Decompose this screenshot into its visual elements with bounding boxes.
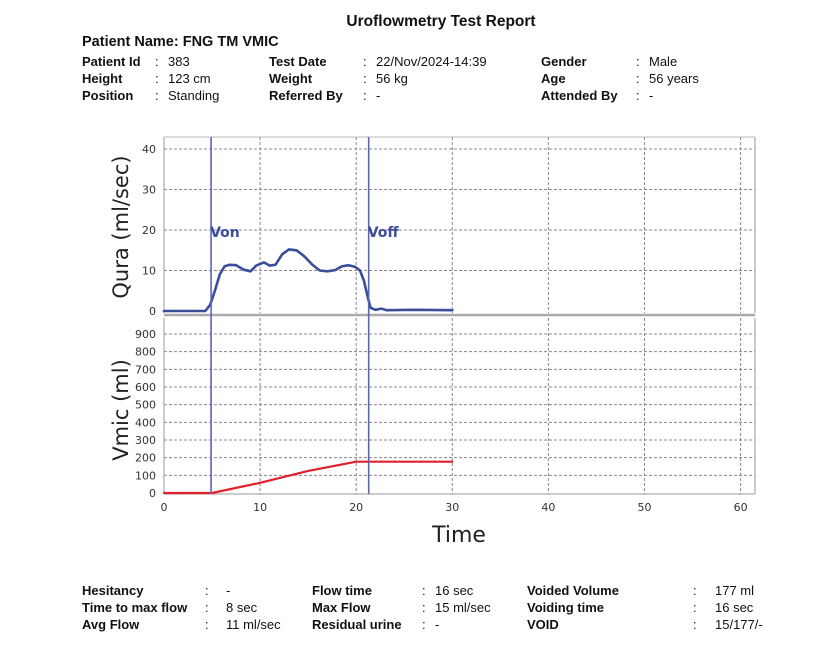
x-tick-label: 40 bbox=[541, 501, 555, 514]
y-tick-label: 0 bbox=[149, 305, 156, 318]
marker-label-von: Von bbox=[210, 225, 240, 241]
footer-field-label: Hesitancy bbox=[82, 583, 144, 598]
header-field-label: Gender bbox=[541, 54, 587, 69]
footer-field-value: - bbox=[435, 617, 440, 632]
marker-label-voff: Voff bbox=[368, 225, 400, 241]
footer-field-value: 16 sec bbox=[435, 583, 474, 598]
footer-field-value: 15 ml/sec bbox=[435, 600, 491, 615]
header-field-colon: : bbox=[155, 71, 159, 86]
header-field-label: Position bbox=[82, 88, 134, 103]
header-field-value: Standing bbox=[168, 88, 220, 103]
y-tick-label: 30 bbox=[142, 184, 156, 197]
y-tick-label: 500 bbox=[135, 399, 156, 412]
footer-field-colon: : bbox=[205, 583, 209, 598]
x-axis-label: Time bbox=[431, 523, 486, 548]
y-tick-label: 200 bbox=[135, 452, 156, 465]
footer-field-label: VOID bbox=[527, 617, 559, 632]
footer-field-colon: : bbox=[693, 617, 697, 632]
flow-series-line bbox=[162, 248, 454, 313]
y-tick-label: 0 bbox=[149, 487, 156, 500]
x-tick-label: 60 bbox=[734, 501, 748, 514]
footer-field-value: 11 ml/sec bbox=[226, 617, 281, 632]
x-tick-label: 20 bbox=[349, 501, 363, 514]
footer-field-colon: : bbox=[693, 583, 697, 598]
report-title: Uroflowmetry Test Report bbox=[346, 13, 536, 30]
header-field-colon: : bbox=[363, 54, 367, 69]
header-field-label: Height bbox=[82, 71, 123, 86]
volume-series-line bbox=[162, 460, 454, 495]
y-tick-label: 600 bbox=[135, 381, 156, 394]
y-tick-label: 800 bbox=[135, 346, 156, 359]
footer-field-colon: : bbox=[422, 617, 426, 632]
header-field-label: Age bbox=[541, 71, 566, 86]
header-field-label: Attended By bbox=[541, 88, 618, 103]
volume-y-axis-label: Vmic (ml) bbox=[109, 359, 133, 461]
header-field-colon: : bbox=[636, 54, 640, 69]
header-field-colon: : bbox=[363, 88, 367, 103]
x-tick-label: 0 bbox=[161, 501, 168, 514]
y-tick-label: 40 bbox=[142, 143, 156, 156]
footer-field-label: Max Flow bbox=[312, 600, 371, 615]
header-field-colon: : bbox=[155, 54, 159, 69]
footer-field-value: 15/177/- bbox=[715, 617, 763, 632]
header-field-label: Weight bbox=[269, 71, 313, 86]
y-tick-label: 100 bbox=[135, 469, 156, 482]
x-tick-label: 50 bbox=[637, 501, 651, 514]
header-field-value: - bbox=[649, 88, 654, 103]
header-field-colon: : bbox=[155, 88, 159, 103]
footer-field-colon: : bbox=[422, 583, 426, 598]
x-tick-label: 10 bbox=[253, 501, 267, 514]
footer-field-label: Voiding time bbox=[527, 600, 605, 615]
header-field-label: Patient Id bbox=[82, 54, 141, 69]
footer-field-label: Residual urine bbox=[312, 617, 402, 632]
header-field-value: - bbox=[376, 88, 381, 103]
footer-field-value: 8 sec bbox=[226, 600, 258, 615]
footer-field-label: Avg Flow bbox=[82, 617, 140, 632]
flow-y-axis-label: Qura (ml/sec) bbox=[109, 155, 133, 298]
y-tick-label: 400 bbox=[135, 416, 156, 429]
footer-field-colon: : bbox=[693, 600, 697, 615]
footer-field-value: 16 sec bbox=[715, 600, 754, 615]
header-field-label: Test Date bbox=[269, 54, 327, 69]
header-field-value: 383 bbox=[168, 54, 190, 69]
y-tick-label: 20 bbox=[142, 224, 156, 237]
patient-name: Patient Name: FNG TM VMIC bbox=[82, 34, 279, 50]
header-field-value: 56 years bbox=[649, 71, 699, 86]
footer-field-value: 177 ml bbox=[715, 583, 755, 598]
y-tick-label: 300 bbox=[135, 434, 156, 447]
header-field-colon: : bbox=[363, 71, 367, 86]
y-tick-label: 10 bbox=[142, 265, 156, 278]
header-field-colon: : bbox=[636, 88, 640, 103]
footer-field-value: - bbox=[226, 583, 231, 598]
header-field-label: Referred By bbox=[269, 88, 343, 103]
footer-field-label: Flow time bbox=[312, 583, 372, 598]
footer-field-colon: : bbox=[205, 617, 209, 632]
header-field-colon: : bbox=[636, 71, 640, 86]
footer-field-label: Time to max flow bbox=[82, 600, 188, 615]
footer-field-label: Voided Volume bbox=[527, 583, 619, 598]
footer-field-colon: : bbox=[205, 600, 209, 615]
header-field-value: 56 kg bbox=[376, 71, 408, 86]
y-tick-label: 700 bbox=[135, 363, 156, 376]
header-field-value: Male bbox=[649, 54, 678, 69]
header-field-value: 22/Nov/2024-14:39 bbox=[376, 54, 487, 69]
y-tick-label: 900 bbox=[135, 328, 156, 341]
x-tick-label: 30 bbox=[445, 501, 459, 514]
footer-field-colon: : bbox=[422, 600, 426, 615]
header-field-value: 123 cm bbox=[168, 71, 211, 86]
